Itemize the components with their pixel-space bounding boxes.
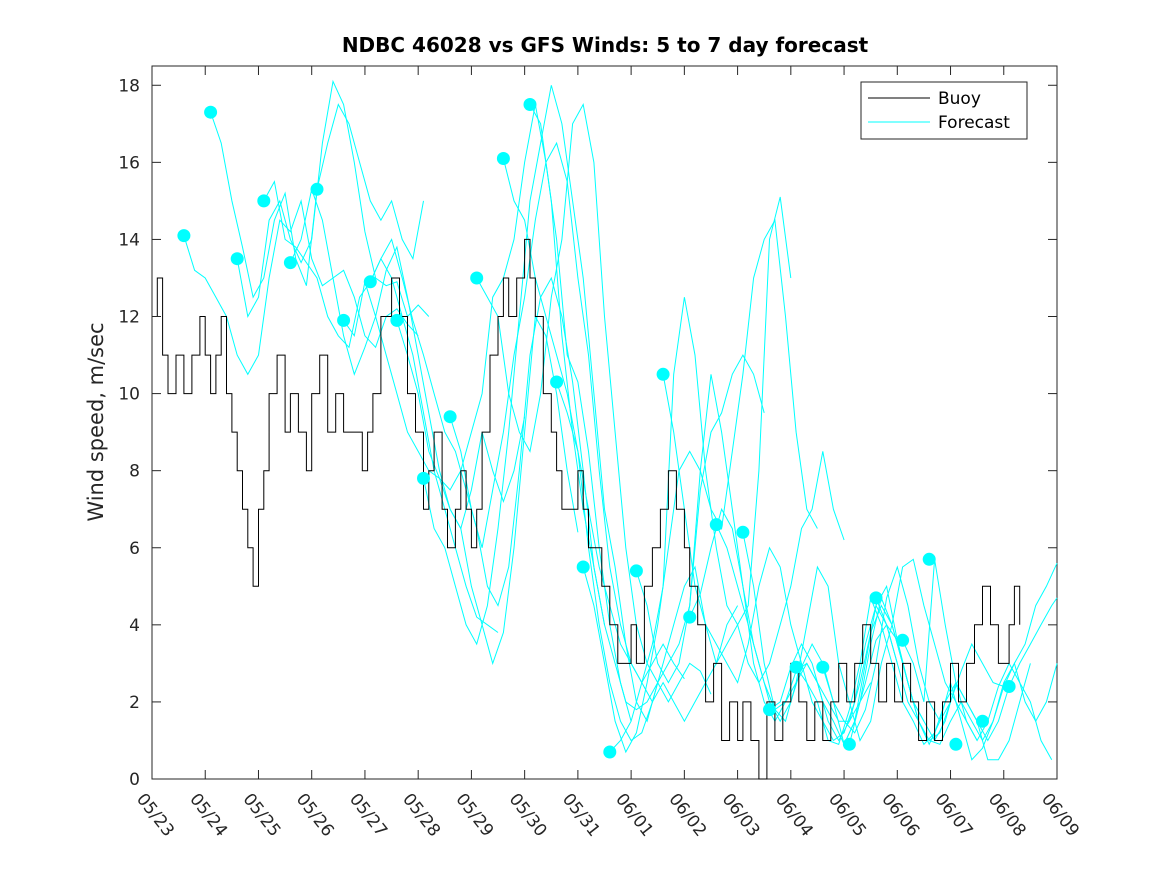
forecast-line-6 [343, 281, 579, 666]
y-tick-label-12: 12 [118, 308, 140, 328]
x-tick-label-4: 05/27 [345, 790, 391, 841]
forecast-marker-25 [816, 660, 830, 674]
forecast-marker-10 [417, 471, 430, 485]
y-tick-label-2: 2 [129, 693, 140, 713]
forecast-marker-32 [1002, 680, 1016, 693]
x-tick-label-11: 06/03 [718, 790, 764, 841]
forecast-marker-2 [204, 105, 218, 119]
forecast-line-14 [556, 196, 792, 742]
plot-area [151, 65, 1058, 780]
forecast-marker-22 [736, 525, 750, 539]
forecast-line-24 [822, 562, 1058, 761]
forecast-marker-27 [869, 591, 883, 605]
forecast-line-17 [635, 374, 872, 723]
forecast-marker-8 [363, 275, 377, 289]
buoy-series-group [152, 238, 1021, 780]
x-tick-label-8: 05/31 [558, 790, 604, 841]
forecast-markers-group [177, 98, 1016, 759]
forecast-line-8 [396, 104, 632, 722]
forecast-marker-19 [656, 367, 670, 381]
chart-title: NDBC 46028 vs GFS Winds: 5 to 7 day fore… [342, 33, 869, 57]
forecast-marker-1 [177, 229, 191, 243]
forecast-marker-16 [576, 560, 590, 574]
x-tick-label-7: 05/30 [505, 790, 551, 841]
x-tick-label-13: 06/05 [824, 790, 870, 841]
forecast-marker-7 [337, 313, 351, 327]
x-tick-label-0: 05/23 [132, 790, 178, 841]
forecast-marker-26 [842, 737, 856, 751]
forecast-marker-24 [789, 660, 803, 674]
forecast-marker-30 [949, 737, 963, 751]
y-tick-label-14: 14 [118, 230, 140, 250]
forecast-line-27 [902, 559, 1053, 760]
x-tick-label-1: 05/24 [185, 790, 231, 841]
forecast-marker-5 [283, 256, 297, 270]
forecast-line-9 [423, 85, 659, 723]
x-tick-label-17: 06/09 [1037, 790, 1083, 841]
forecast-marker-4 [257, 194, 271, 208]
forecast-marker-15 [550, 375, 564, 389]
forecast-marker-29 [922, 552, 936, 566]
forecast-line-16 [609, 297, 845, 753]
forecast-line-23 [795, 596, 1031, 761]
forecast-line-1 [183, 198, 419, 376]
y-tick-label-6: 6 [129, 539, 140, 559]
forecast-line-3 [236, 79, 430, 318]
y-tick-label-4: 4 [129, 616, 140, 636]
forecast-marker-13 [496, 152, 510, 165]
forecast-marker-12 [470, 271, 484, 285]
forecast-line-11 [476, 103, 712, 703]
x-tick-label-2: 05/25 [239, 790, 285, 841]
x-tick-label-12: 06/04 [771, 790, 817, 841]
forecast-line-18 [662, 374, 898, 742]
forecast-marker-18 [629, 564, 643, 578]
x-tick-label-9: 06/01 [611, 790, 657, 841]
buoy-line [152, 238, 1021, 780]
forecast-marker-14 [523, 98, 537, 111]
forecast-marker-31 [976, 714, 989, 728]
forecast-series-group [183, 79, 1058, 761]
forecast-marker-3 [230, 252, 244, 266]
forecast-marker-20 [683, 610, 697, 624]
forecast-marker-11 [443, 410, 457, 424]
forecast-marker-6 [310, 182, 324, 196]
forecast-line-13 [529, 104, 765, 711]
legend-buoy-label: Buoy [938, 89, 981, 109]
forecast-marker-23 [763, 703, 776, 717]
x-tick-label-14: 06/06 [877, 790, 923, 841]
x-tick-label-5: 05/28 [398, 790, 444, 841]
y-tick-label-18: 18 [118, 76, 140, 96]
forecast-marker-9 [390, 313, 404, 327]
y-tick-label-8: 8 [129, 462, 140, 482]
forecast-marker-28 [896, 633, 910, 647]
forecast-marker-21 [709, 518, 723, 532]
x-tick-label-3: 05/26 [292, 790, 338, 841]
forecast-line-26 [875, 597, 1058, 745]
forecast-line-19 [689, 507, 925, 742]
y-tick-label-10: 10 [118, 385, 140, 405]
forecast-marker-17 [603, 745, 617, 759]
x-tick-label-6: 05/29 [451, 790, 497, 841]
x-tick-label-16: 06/08 [984, 790, 1030, 841]
x-tick-label-15: 06/07 [931, 790, 977, 841]
y-tick-label-0: 0 [129, 770, 140, 790]
legend: Buoy Forecast [860, 81, 1028, 140]
y-tick-label-16: 16 [118, 153, 140, 173]
legend-forecast-label: Forecast [938, 113, 1010, 133]
y-axis-label: Wind speed, m/sec [84, 322, 108, 521]
forecast-line-21 [742, 532, 978, 742]
x-tick-label-10: 06/02 [664, 790, 710, 841]
forecast-line-22 [769, 584, 1004, 746]
legend-box [860, 81, 1028, 140]
forecast-line-12 [502, 158, 739, 704]
